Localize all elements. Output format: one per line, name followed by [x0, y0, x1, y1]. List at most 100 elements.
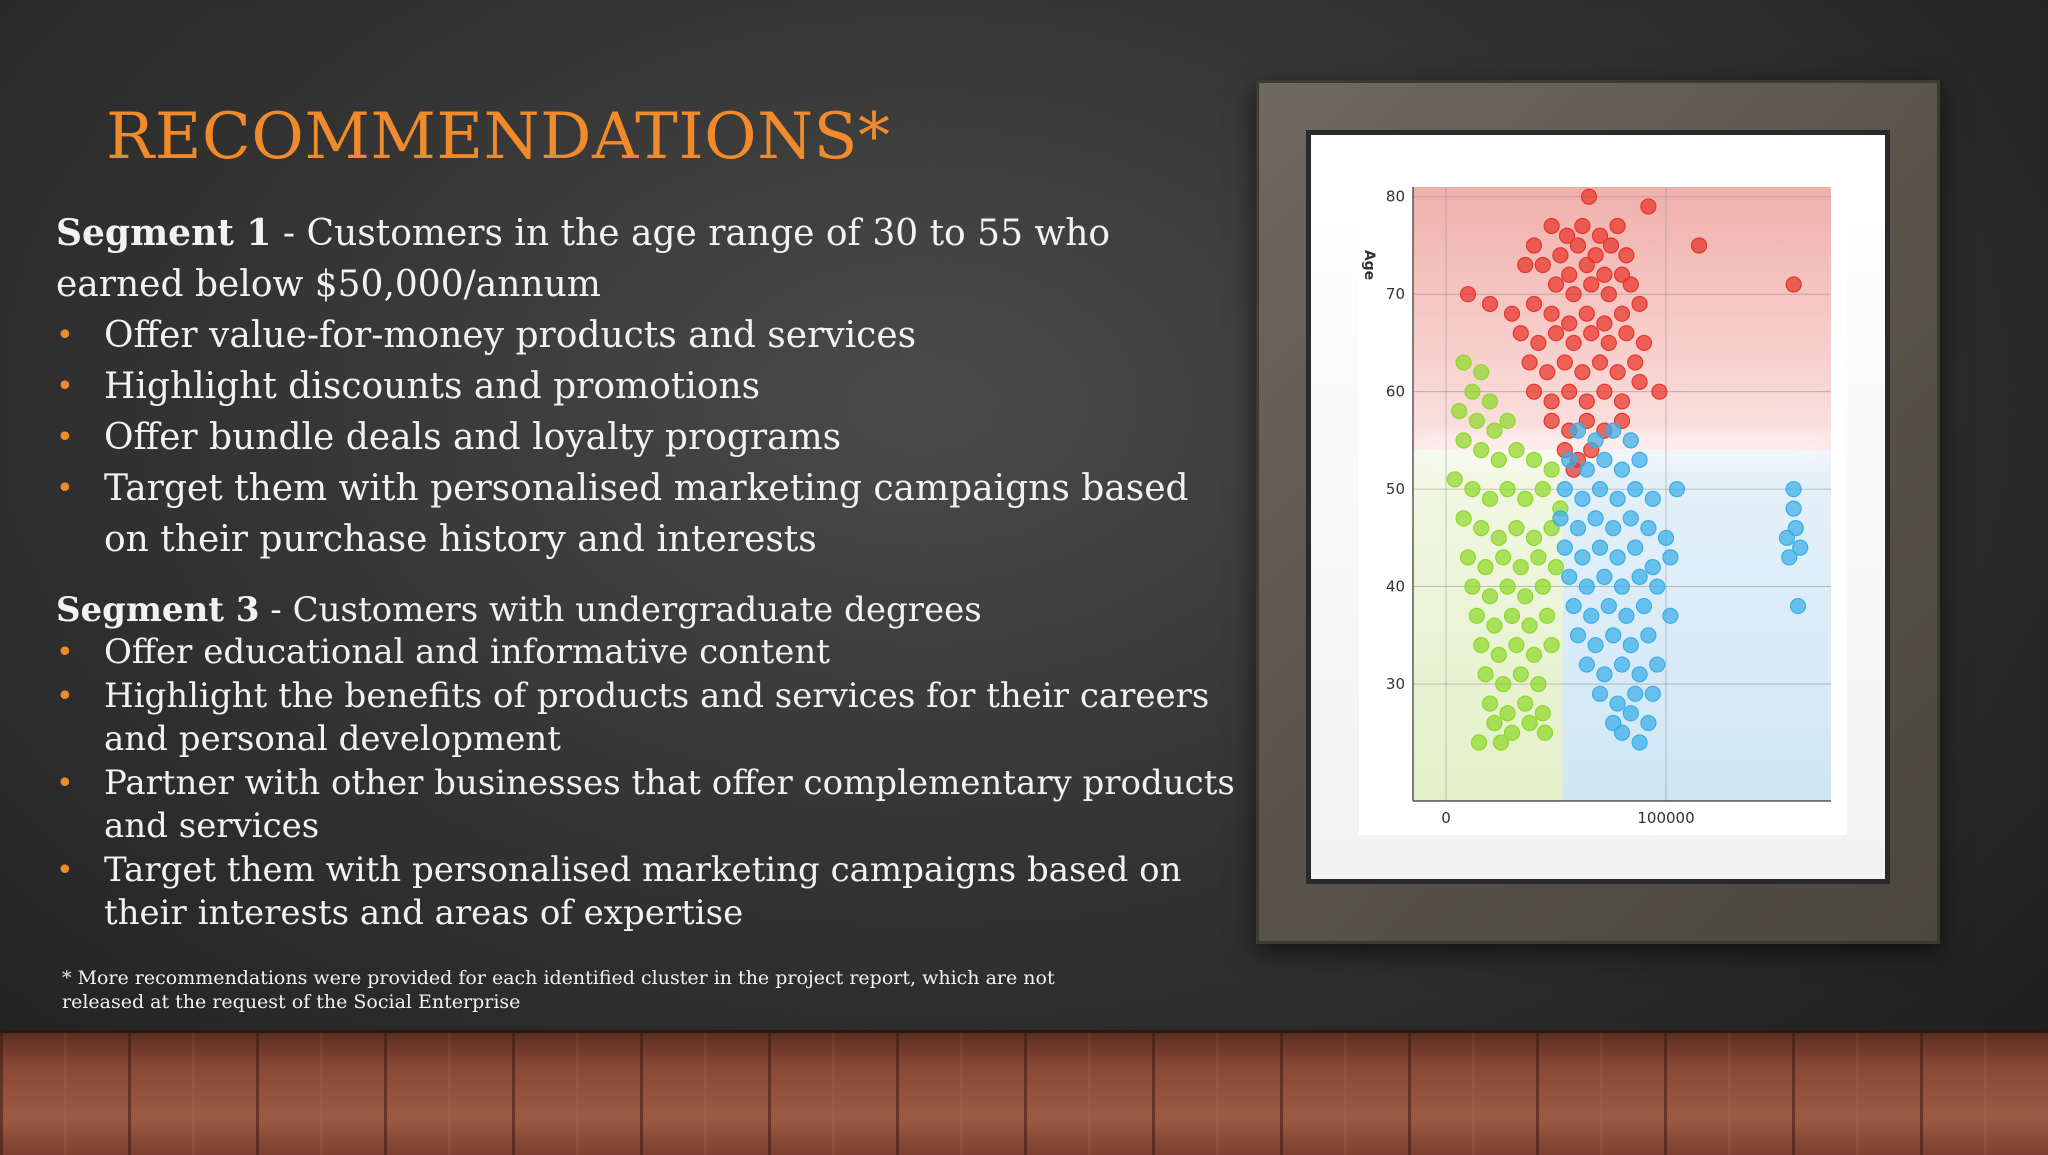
data-point: [1583, 607, 1600, 624]
data-point: [1781, 549, 1798, 566]
data-point: [1468, 412, 1485, 430]
data-point: [1640, 198, 1657, 215]
data-point: [1574, 490, 1591, 507]
data-point: [1578, 656, 1595, 673]
segment-1-heading: Segment 1 - Customers in the age range o…: [56, 208, 1236, 310]
data-point: [1792, 539, 1809, 556]
segment-1-label: Segment 1: [56, 212, 272, 254]
content-body: Segment 1 - Customers in the age range o…: [56, 208, 1236, 936]
data-point: [1508, 636, 1525, 654]
data-point: [1521, 617, 1538, 634]
data-point: [1499, 705, 1516, 722]
data-point: [1525, 646, 1543, 663]
data-point: [1609, 695, 1626, 712]
data-point: [1499, 481, 1516, 498]
data-point: [1459, 286, 1477, 303]
data-point: [1644, 558, 1661, 576]
data-point: [1613, 656, 1631, 673]
bullet-text: Offer bundle deals and loyalty programs: [104, 417, 842, 458]
slide-title: RECOMMENDATIONS*: [106, 100, 891, 174]
data-point: [1455, 432, 1472, 449]
data-point: [1525, 451, 1543, 468]
data-point: [1600, 597, 1617, 615]
bullet-text: Highlight discounts and promotions: [104, 366, 761, 407]
data-point: [1644, 490, 1661, 507]
data-point: [1490, 529, 1507, 546]
data-point: [1613, 393, 1631, 410]
data-point: [1785, 276, 1802, 293]
data-point: [1539, 364, 1556, 381]
data-point: [1552, 510, 1569, 527]
data-point: [1530, 675, 1547, 693]
data-point: [1464, 383, 1481, 400]
data-point: [1470, 734, 1488, 751]
data-point: [1543, 636, 1560, 654]
data-point: [1649, 656, 1666, 673]
data-point: [1525, 529, 1543, 546]
data-point: [1609, 549, 1626, 566]
data-point: [1574, 217, 1591, 235]
list-item: • Offer bundle deals and loyalty programs: [56, 412, 1236, 463]
bullet-icon: •: [56, 369, 74, 404]
bullet-text: Highlight the benefits of products and s…: [104, 675, 1210, 760]
data-point: [1583, 325, 1600, 342]
data-point: [1486, 714, 1503, 732]
data-point: [1561, 315, 1578, 332]
axes: 30 40 50 60 70 80 0 100000 Age: [1361, 187, 1831, 827]
segment-3-bullets: • Offer educational and informative conte…: [56, 631, 1236, 936]
data-point: [1525, 237, 1543, 254]
data-point: [1543, 305, 1560, 322]
data-point: [1561, 451, 1578, 468]
bullet-icon: •: [56, 765, 74, 801]
data-point: [1618, 247, 1635, 264]
data-point: [1640, 714, 1657, 732]
list-item: • Partner with other businesses that offe…: [56, 762, 1236, 849]
data-point: [1578, 256, 1595, 274]
data-point: [1459, 549, 1477, 566]
data-point: [1591, 354, 1609, 371]
bullet-text: Target them with personalised marketing …: [104, 849, 1182, 934]
data-point: [1521, 714, 1538, 732]
data-point: [1547, 325, 1565, 342]
data-point: [1477, 558, 1494, 576]
data-point: [1508, 520, 1525, 537]
bullet-text: Offer educational and informative conten…: [104, 632, 830, 672]
data-point: [1785, 500, 1802, 517]
data-point: [1565, 286, 1582, 303]
data-point: [1481, 295, 1499, 313]
data-point: [1591, 539, 1609, 556]
data-point: [1503, 607, 1521, 624]
data-point: [1517, 490, 1534, 507]
segment-1-bullets: • Offer value-for-money products and serv…: [56, 310, 1236, 565]
data-point: [1609, 217, 1626, 235]
data-point: [1622, 705, 1639, 722]
data-point: [1464, 481, 1481, 498]
data-point: [1556, 481, 1573, 498]
data-point: [1525, 383, 1543, 400]
data-point: [1778, 529, 1796, 546]
list-item: • Offer educational and informative conte…: [56, 631, 1236, 675]
data-point: [1530, 334, 1547, 352]
data-point: [1596, 383, 1613, 400]
data-point: [1789, 597, 1807, 615]
data-point: [1534, 481, 1551, 498]
data-point: [1578, 578, 1595, 595]
data-point: [1662, 549, 1679, 566]
data-point: [1455, 354, 1472, 371]
segment-3-description: - Customers with undergraduate degrees: [259, 590, 982, 630]
y-tick-label: 70: [1386, 285, 1405, 303]
data-point: [1517, 588, 1534, 605]
data-point: [1640, 627, 1657, 644]
data-point: [1512, 558, 1529, 576]
data-point: [1591, 227, 1609, 244]
data-point: [1503, 305, 1521, 322]
data-point: [1543, 393, 1560, 410]
data-point: [1556, 539, 1573, 556]
data-point: [1635, 597, 1653, 615]
data-point: [1631, 295, 1648, 313]
segment-3-label: Segment 3: [56, 590, 260, 630]
data-point: [1481, 695, 1499, 712]
data-point: [1578, 393, 1595, 410]
data-point: [1600, 334, 1617, 352]
data-point: [1587, 510, 1604, 527]
